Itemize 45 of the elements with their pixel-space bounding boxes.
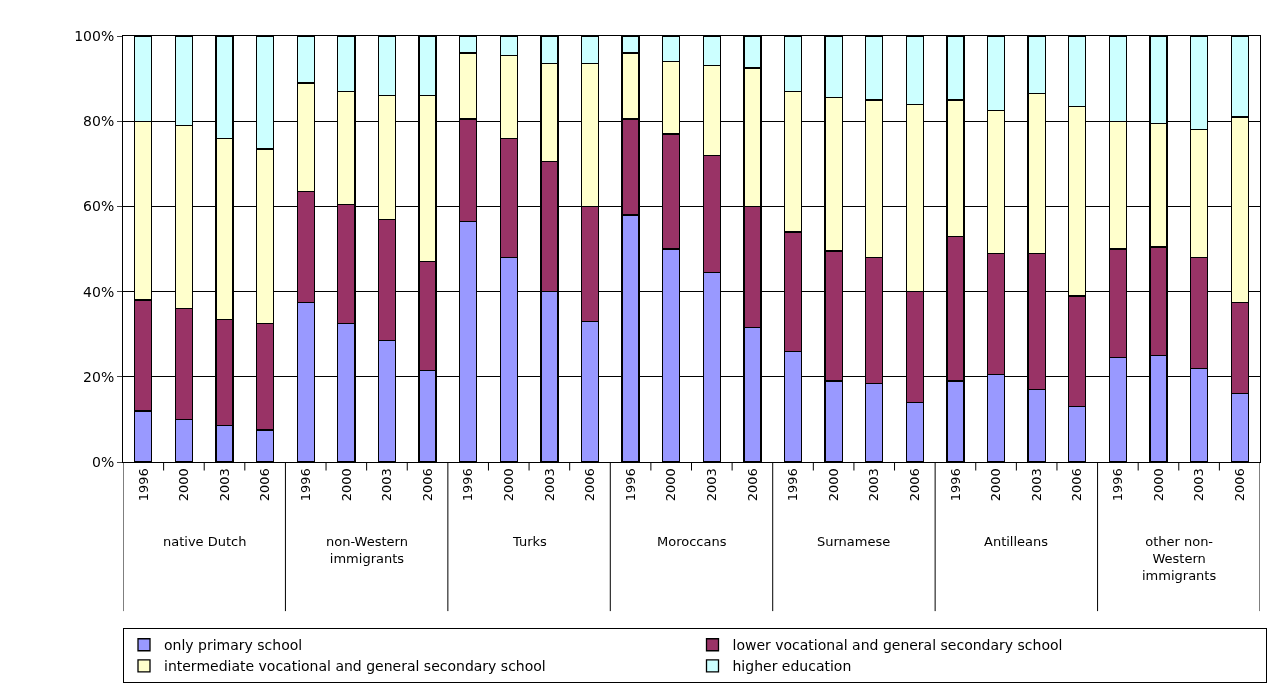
text: Antilleans [984,534,1049,549]
x-tick-label: 1996 [297,468,313,502]
x-tick-label: 2000 [176,468,192,502]
x-tick-label: 1996 [1110,468,1126,502]
x-tick-label: 1996 [622,468,638,502]
text: Turks [512,534,548,549]
y-tick-label: 40% [83,283,115,300]
x-tick-label: 2006 [744,468,760,502]
x-tick-label: 2006 [1069,468,1085,502]
x-tick-label: 2003 [704,468,720,502]
y-tick-label: 60% [83,198,115,215]
x-tick-label: 2003 [866,468,882,502]
y-tick-label: 20% [83,368,115,385]
x-tick-label: 2003 [216,468,232,502]
x-tick-label: 1996 [135,468,151,502]
y-tick-label: 100% [74,27,115,44]
x-tick-label: 2003 [541,468,557,502]
y-tick-label: 0% [91,453,115,470]
legend-label: lower vocational and general secondary school [732,637,1063,654]
x-tick-label: 2003 [1191,468,1207,502]
legend-label: only primary school [164,637,303,654]
text: native Dutch [163,534,247,549]
text: Surnamese [817,534,891,549]
text: Moroccans [657,534,727,549]
x-tick-label: 2000 [825,468,841,502]
x-tick-label: 2006 [907,468,923,502]
x-tick-label: 2000 [338,468,354,502]
x-tick-label: 2000 [988,468,1004,502]
x-tick-label: 2006 [1231,468,1247,502]
legend-label: intermediate vocational and general secondary school [164,658,546,675]
y-tick-label: 80% [83,113,115,130]
x-tick-label: 2000 [500,468,516,502]
x-tick-label: 2006 [582,468,598,502]
x-tick-label: 2003 [1028,468,1044,502]
x-tick-label: 1996 [947,468,963,502]
x-tick-label: 2006 [257,468,273,502]
legend-label: higher education [732,658,852,675]
x-tick-label: 1996 [785,468,801,502]
text: other non-Western immigrants [1142,534,1217,583]
x-tick-label: 2000 [1150,468,1166,502]
x-tick-label: 2003 [379,468,395,502]
x-tick-label: 2006 [419,468,435,502]
x-tick-label: 2000 [663,468,679,502]
text: non-Western immigrants [326,534,408,566]
x-tick-label: 1996 [460,468,476,502]
